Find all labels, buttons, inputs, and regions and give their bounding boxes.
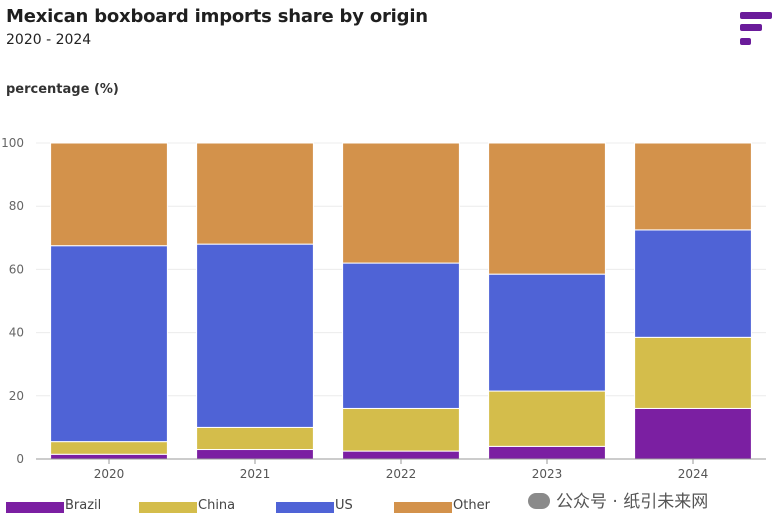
bar-segment-us-2024 — [634, 229, 752, 338]
bar-segment-china-2023 — [488, 390, 606, 447]
y-tick-label: 20 — [9, 389, 24, 403]
legend-label-us: US — [335, 498, 353, 513]
bar-segment-brazil-2023 — [488, 445, 606, 460]
y-tick-label: 80 — [9, 199, 24, 213]
y-tick-label: 0 — [16, 452, 24, 466]
bar-segment-china-2020 — [50, 441, 168, 455]
chart-subtitle: 2020 - 2024 — [6, 32, 92, 48]
y-tick-label: 40 — [9, 326, 24, 340]
bar-segment-other-2022 — [342, 142, 460, 264]
legend-label-brazil: Brazil — [65, 498, 102, 513]
chart-title: Mexican boxboard imports share by origin — [6, 6, 428, 27]
legend-label-other: Other — [453, 498, 490, 513]
y-tick-label: 60 — [9, 262, 24, 276]
bar-segment-other-2020 — [50, 142, 168, 247]
bar-segment-china-2021 — [196, 426, 314, 451]
wechat-icon — [528, 493, 550, 509]
bar-segment-brazil-2020 — [50, 453, 168, 460]
bar-segment-other-2023 — [488, 142, 606, 275]
legend-label-china: China — [198, 498, 236, 513]
bar-segment-other-2021 — [196, 142, 314, 245]
legend-swatch-us — [276, 502, 334, 513]
legend-swatch-brazil — [6, 502, 64, 513]
bar-segment-brazil-2022 — [342, 450, 460, 460]
bar-segment-us-2020 — [50, 245, 168, 443]
bar-segment-us-2021 — [196, 243, 314, 428]
watermark-text: 公众号 · 纸引未来网 — [556, 492, 709, 512]
x-tick-label: 2023 — [532, 467, 563, 481]
bar-segment-china-2024 — [634, 336, 752, 409]
bar-segment-china-2022 — [342, 407, 460, 452]
x-tick-label: 2022 — [386, 467, 417, 481]
x-tick-label: 2020 — [94, 467, 125, 481]
y-tick-label: 100 — [1, 136, 24, 150]
legend-swatch-other — [394, 502, 452, 513]
y-axis-title: percentage (%) — [6, 82, 119, 97]
x-tick-label: 2021 — [240, 467, 271, 481]
bar-segment-us-2022 — [342, 262, 460, 409]
bar-segment-brazil-2024 — [634, 407, 752, 460]
brand-logo-icon — [740, 12, 772, 45]
bar-segment-brazil-2021 — [196, 449, 314, 460]
bar-segment-us-2023 — [488, 273, 606, 392]
watermark: 公众号 · 纸引未来网 — [528, 487, 708, 512]
x-tick-label: 2024 — [678, 467, 709, 481]
bar-segment-other-2024 — [634, 142, 752, 231]
legend-swatch-china — [139, 502, 197, 513]
